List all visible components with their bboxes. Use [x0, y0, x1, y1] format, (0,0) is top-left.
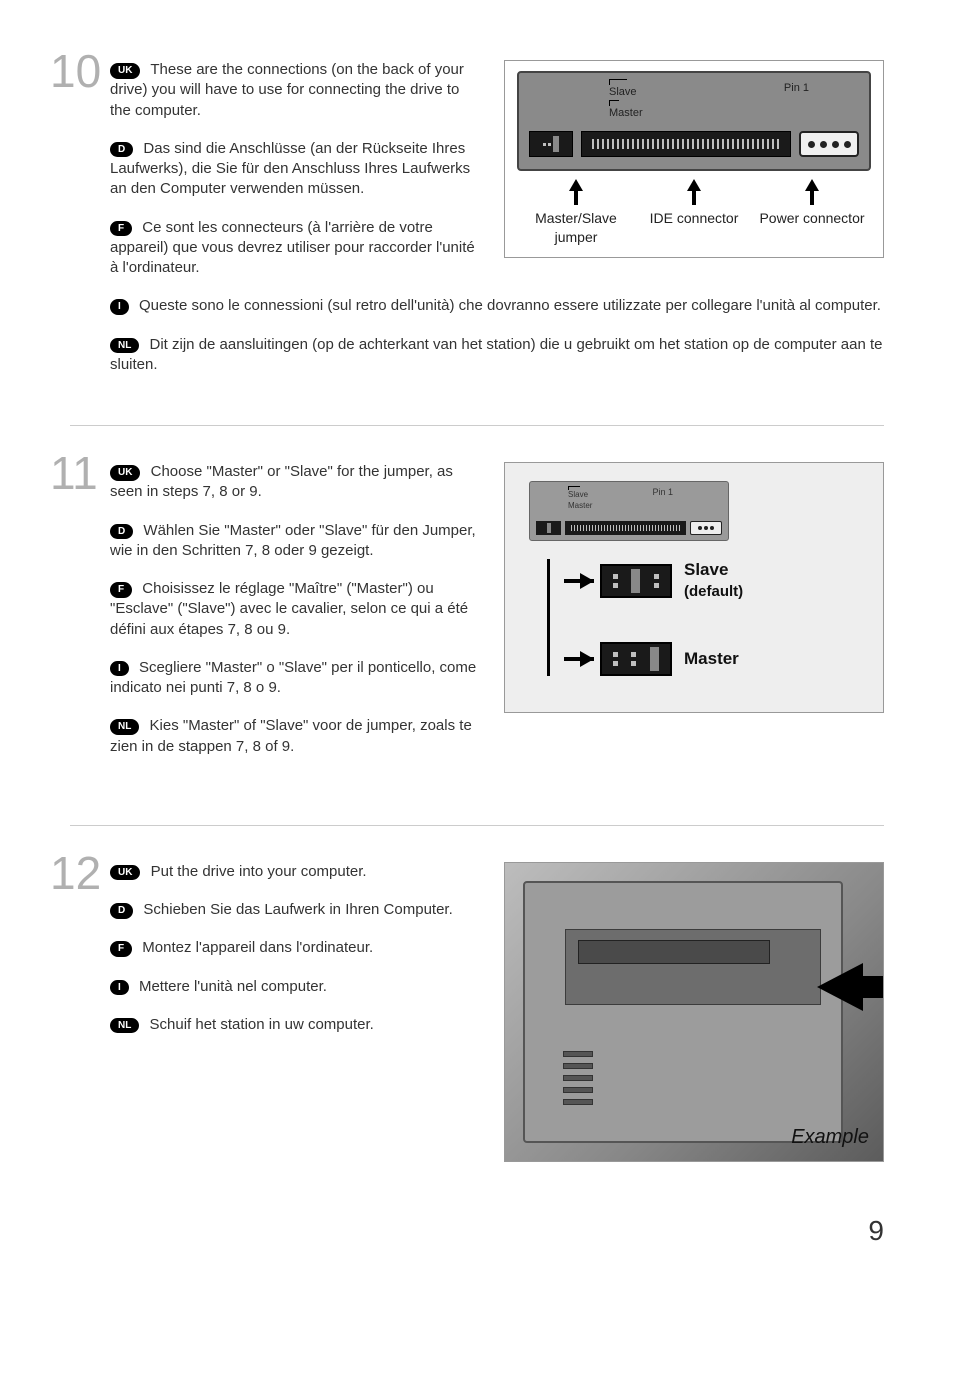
label-power: Power connector: [754, 209, 871, 247]
badge-d: D: [110, 524, 133, 540]
lang-i: I Mettere l'unità nel computer.: [110, 977, 484, 997]
badge-i: I: [110, 299, 129, 315]
lang-d: D Wählen Sie "Master" oder "Slave" für d…: [110, 521, 484, 562]
badge-nl: NL: [110, 719, 139, 735]
badge-f: F: [110, 582, 132, 598]
badge-i: I: [110, 980, 129, 996]
divider: [70, 425, 884, 426]
step12-diagram: Example: [504, 862, 884, 1162]
power-connector: [799, 131, 859, 157]
divider: [70, 825, 884, 826]
jumper-option-slave: Slave (default): [580, 559, 859, 602]
badge-nl: NL: [110, 1018, 139, 1034]
arrow-up-icon: [687, 179, 701, 191]
step12-text-column: UK Put the drive into your computer. D S…: [70, 862, 484, 1162]
step-11: 11 UK Choose "Master" or "Slave" for the…: [70, 462, 884, 775]
lang-nl: NL Kies "Master" of "Slave" voor de jump…: [110, 716, 484, 757]
lang-nl: NL Schuif het station in uw computer.: [110, 1015, 484, 1035]
page-number: 9: [70, 1212, 884, 1250]
badge-uk: UK: [110, 465, 140, 481]
jumper-option-master: Master: [580, 642, 859, 676]
example-label: Example: [791, 1124, 869, 1151]
step-10: 10 UK These are the connections (on the …: [70, 60, 884, 375]
label-jumper: Master/Slave jumper: [518, 209, 635, 247]
badge-nl: NL: [110, 338, 139, 354]
arrow-right-icon: [580, 651, 594, 667]
step10-diagram: Slave Master Pin 1: [504, 60, 884, 296]
pc-case-photo: Example: [504, 862, 884, 1162]
arrow-right-icon: [580, 573, 594, 589]
lang-f: F Montez l'appareil dans l'ordinateur.: [110, 938, 484, 958]
insert-arrow-icon: [817, 963, 863, 1011]
arrow-up-icon: [569, 179, 583, 191]
ide-connector: [581, 131, 791, 157]
lang-d: D Schieben Sie das Laufwerk in Ihren Com…: [110, 900, 484, 920]
mini-drive-illustration: Slave Master Pin 1: [529, 481, 729, 541]
step-number: 10: [50, 48, 101, 94]
badge-uk: UK: [110, 865, 140, 881]
step11-diagram: Slave Master Pin 1: [504, 462, 884, 775]
drive-back-illustration: Slave Master Pin 1: [517, 71, 871, 171]
lang-d: D Das sind die Anschlüsse (an der Rückse…: [110, 139, 484, 200]
lang-f: F Choisissez le réglage "Maître" ("Maste…: [110, 579, 484, 640]
badge-d: D: [110, 142, 133, 158]
label-ide: IDE connector: [636, 209, 753, 247]
step-12: 12 UK Put the drive into your computer. …: [70, 862, 884, 1162]
badge-uk: UK: [110, 63, 140, 79]
badge-f: F: [110, 941, 132, 957]
arrow-up-icon: [805, 179, 819, 191]
badge-i: I: [110, 661, 129, 677]
lang-uk: UK Put the drive into your computer.: [110, 862, 484, 882]
lang-uk: UK These are the connections (on the bac…: [110, 60, 484, 121]
lang-uk: UK Choose "Master" or "Slave" for the ju…: [110, 462, 484, 503]
step-number: 12: [50, 850, 101, 896]
badge-d: D: [110, 903, 133, 919]
step11-text-column: UK Choose "Master" or "Slave" for the ju…: [70, 462, 484, 775]
badge-f: F: [110, 221, 132, 237]
lang-f: F Ce sont les connecteurs (à l'arrière d…: [110, 218, 484, 279]
jumper-connector: [529, 131, 573, 157]
lang-nl: NL Dit zijn de aansluitingen (op de acht…: [70, 335, 884, 376]
lang-i: I Queste sono le connessioni (sul retro …: [70, 296, 884, 316]
step-number: 11: [50, 450, 98, 496]
step10-text-column: UK These are the connections (on the bac…: [70, 60, 484, 296]
lang-i: I Scegliere "Master" o "Slave" per il po…: [110, 658, 484, 699]
